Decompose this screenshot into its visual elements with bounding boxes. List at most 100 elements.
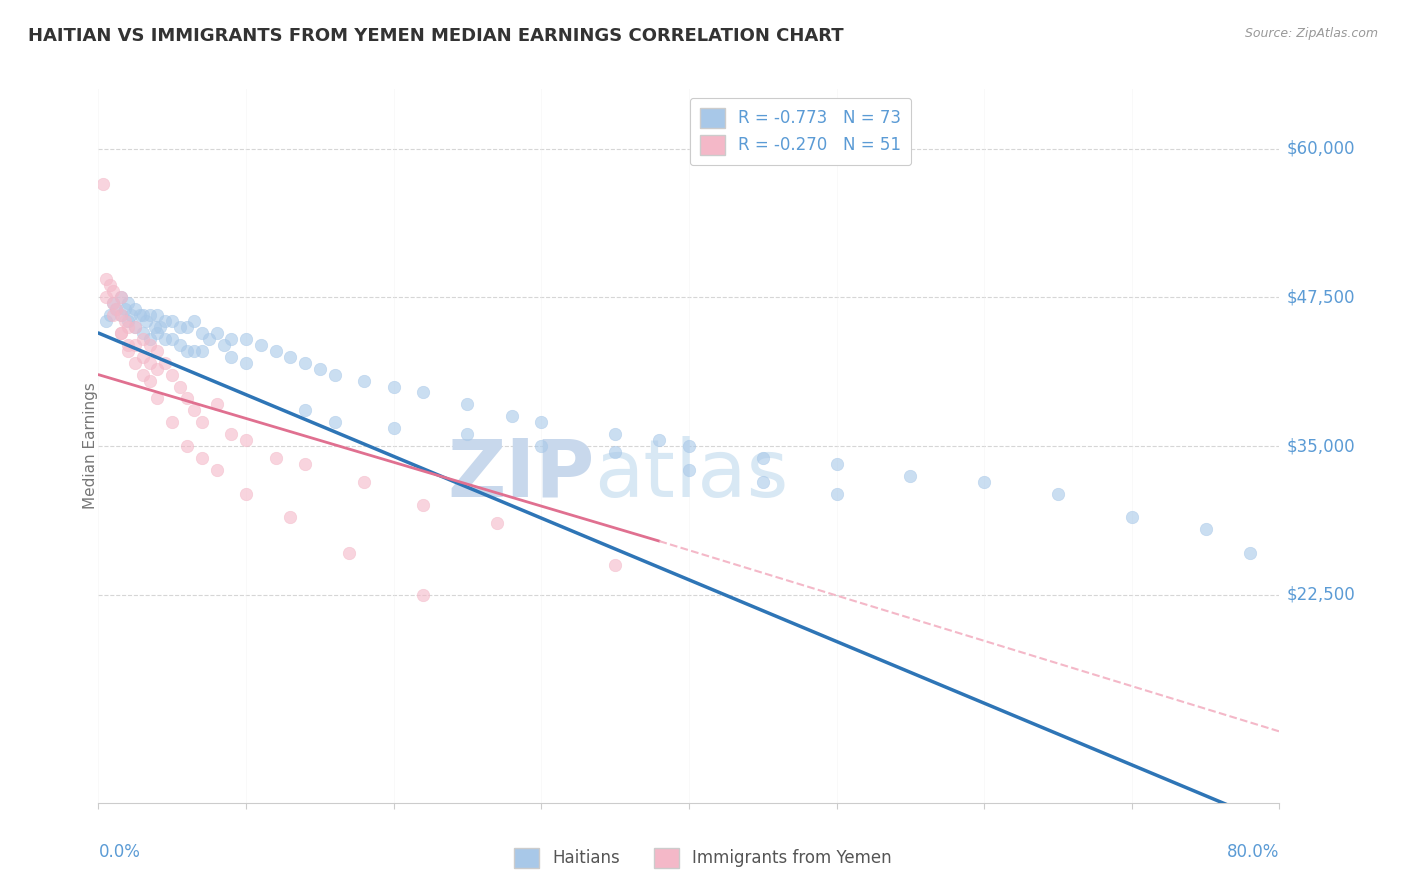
Point	[250, 338, 273, 352]
Point	[110, 326, 132, 340]
Text: 80.0%: 80.0%	[1227, 843, 1279, 861]
Point	[323, 368, 346, 382]
Point	[605, 558, 627, 572]
Point	[149, 320, 172, 334]
Point	[530, 439, 553, 453]
Point	[605, 445, 627, 459]
Text: 0.0%: 0.0%	[98, 843, 141, 861]
Point	[198, 332, 221, 346]
Text: Source: ZipAtlas.com: Source: ZipAtlas.com	[1244, 27, 1378, 40]
Point	[139, 338, 162, 352]
Point	[353, 374, 375, 388]
Point	[117, 296, 139, 310]
Point	[353, 475, 375, 489]
Point	[132, 308, 155, 322]
Point	[382, 421, 405, 435]
Point	[139, 308, 162, 322]
Point	[176, 320, 198, 334]
Point	[235, 433, 257, 447]
Point	[1239, 546, 1261, 560]
Point	[139, 332, 162, 346]
Point	[110, 326, 132, 340]
Point	[219, 332, 242, 346]
Point	[105, 302, 128, 317]
Point	[412, 385, 434, 400]
Point	[114, 314, 136, 328]
Point	[648, 433, 671, 447]
Point	[294, 356, 316, 370]
Point	[1195, 522, 1218, 536]
Point	[146, 326, 169, 340]
Point	[456, 397, 478, 411]
Point	[530, 415, 553, 429]
Point	[94, 290, 117, 304]
Point	[751, 450, 773, 465]
Point	[117, 343, 139, 358]
Point	[105, 302, 128, 317]
Point	[678, 463, 700, 477]
Point	[678, 439, 700, 453]
Point	[235, 486, 257, 500]
Legend: R = -0.773   N = 73, R = -0.270   N = 51: R = -0.773 N = 73, R = -0.270 N = 51	[689, 97, 911, 165]
Point	[486, 516, 509, 531]
Point	[191, 326, 214, 340]
Point	[139, 374, 162, 388]
Point	[153, 332, 176, 346]
Point	[124, 356, 146, 370]
Point	[94, 314, 117, 328]
Point	[219, 350, 242, 364]
Text: $47,500: $47,500	[1286, 288, 1355, 306]
Point	[183, 403, 205, 417]
Point	[278, 510, 302, 524]
Point	[501, 409, 523, 424]
Text: $35,000: $35,000	[1286, 437, 1355, 455]
Point	[191, 415, 214, 429]
Point	[825, 457, 848, 471]
Point	[337, 546, 360, 560]
Point	[205, 397, 228, 411]
Point	[124, 302, 146, 317]
Point	[153, 314, 176, 328]
Point	[235, 332, 257, 346]
Point	[162, 368, 183, 382]
Point	[191, 450, 214, 465]
Point	[294, 457, 316, 471]
Point	[205, 326, 228, 340]
Point	[323, 415, 346, 429]
Point	[132, 368, 155, 382]
Point	[412, 588, 434, 602]
Point	[153, 356, 176, 370]
Point	[124, 320, 146, 334]
Y-axis label: Median Earnings: Median Earnings	[83, 383, 97, 509]
Point	[146, 343, 169, 358]
Point	[162, 332, 183, 346]
Point	[135, 314, 157, 328]
Point	[98, 308, 121, 322]
Point	[120, 308, 142, 322]
Point	[973, 475, 995, 489]
Point	[309, 361, 332, 376]
Point	[169, 338, 191, 352]
Point	[146, 392, 169, 406]
Point	[146, 308, 169, 322]
Point	[205, 463, 228, 477]
Point	[146, 361, 169, 376]
Point	[139, 356, 162, 370]
Point	[132, 332, 155, 346]
Point	[94, 272, 117, 286]
Point	[264, 450, 287, 465]
Point	[169, 320, 191, 334]
Point	[412, 499, 434, 513]
Point	[169, 379, 191, 393]
Text: atlas: atlas	[595, 435, 789, 514]
Point	[103, 285, 125, 299]
Point	[176, 392, 198, 406]
Point	[235, 356, 257, 370]
Point	[103, 296, 125, 310]
Point	[117, 314, 139, 328]
Point	[825, 486, 848, 500]
Point	[162, 314, 183, 328]
Point	[103, 296, 125, 310]
Text: HAITIAN VS IMMIGRANTS FROM YEMEN MEDIAN EARNINGS CORRELATION CHART: HAITIAN VS IMMIGRANTS FROM YEMEN MEDIAN …	[28, 27, 844, 45]
Point	[114, 302, 136, 317]
